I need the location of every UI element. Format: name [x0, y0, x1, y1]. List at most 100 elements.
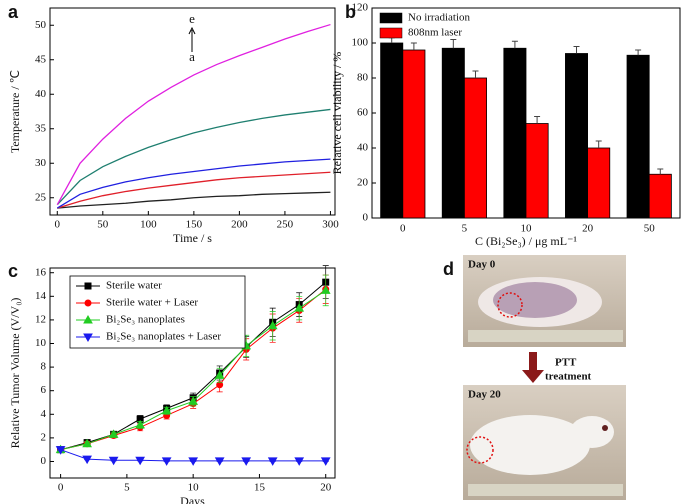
error-bar [388, 37, 395, 43]
panel-label: c [8, 261, 18, 281]
panel-label: a [8, 2, 19, 22]
error-bar [511, 40, 518, 49]
x-axis-label: Time / s [173, 231, 212, 245]
marker [294, 457, 305, 466]
y-tick-label: 0 [363, 212, 369, 224]
y-tick-label: 80 [357, 72, 369, 84]
marker [83, 314, 93, 324]
marker [84, 282, 92, 290]
y-tick-label: 120 [352, 2, 369, 14]
error-bar [595, 140, 602, 148]
arrow-label: treatment [545, 371, 592, 383]
marker [161, 405, 172, 415]
annotation-arrow [188, 26, 196, 52]
y-tick-label: 25 [35, 191, 47, 203]
y-tick-label: 40 [357, 142, 369, 154]
bar [380, 42, 404, 219]
x-tick-label: 10 [188, 482, 200, 494]
marker [82, 438, 92, 448]
x-axis-label: C (Bi₂Se₃) / μg mL⁻¹ [475, 234, 577, 248]
y-axis-label: Relative Tumor Volume (V/V₀) [8, 298, 22, 449]
plot-frame [49, 267, 336, 479]
annotation: e [189, 11, 195, 26]
y-tick-label: 30 [35, 157, 47, 169]
legend-label: Bi₂Se₃ nanoplates [106, 314, 185, 326]
marker [108, 429, 119, 438]
x-tick-label: 100 [140, 219, 157, 231]
photo-day20 [463, 385, 626, 500]
x-tick-label: 200 [231, 219, 248, 231]
marker [188, 457, 199, 466]
x-axis-label: Days [180, 494, 205, 504]
marker [108, 456, 119, 466]
photo-label: Day 0 [468, 259, 496, 271]
photo-day0 [463, 255, 626, 347]
y-tick-label: 35 [35, 122, 47, 134]
legend-label: Sterile water + Laser [106, 297, 198, 309]
x-tick-label: 0 [55, 219, 61, 231]
series-line [57, 171, 331, 209]
error-bar [534, 116, 541, 124]
series-line [56, 23, 331, 205]
x-tick-label: 15 [254, 482, 266, 494]
bar [402, 49, 426, 219]
series-line [56, 158, 331, 209]
y-tick-label: 8 [41, 361, 47, 373]
y-tick-label: 20 [357, 177, 369, 189]
legend-label: 808nm laser [408, 27, 462, 39]
legend-label: Sterile water [106, 280, 162, 292]
y-tick-label: 14 [35, 290, 47, 302]
error-bar [657, 168, 664, 175]
series-line [57, 191, 331, 209]
bar [441, 47, 465, 219]
x-tick-label: 20 [582, 223, 594, 235]
x-tick-label: 20 [320, 482, 332, 494]
y-tick-label: 12 [35, 313, 46, 325]
marker [241, 457, 252, 466]
y-tick-label: 60 [357, 107, 369, 119]
bar [587, 147, 611, 219]
error-bar [450, 39, 457, 49]
y-tick-label: 100 [352, 37, 369, 49]
x-tick-label: 0 [58, 482, 64, 494]
y-tick-label: 50 [35, 19, 47, 31]
y-tick-label: 4 [41, 408, 47, 420]
x-tick-label: 5 [124, 482, 130, 494]
x-tick-label: 50 [644, 223, 656, 235]
marker [82, 455, 92, 465]
annotation: a [189, 49, 195, 64]
bar [626, 54, 650, 219]
error-bar [410, 42, 417, 50]
error-bar [472, 70, 479, 78]
legend-swatch [379, 27, 403, 39]
legend-label: No irradiation [408, 12, 471, 24]
y-tick-label: 40 [35, 88, 47, 100]
marker [320, 457, 331, 466]
x-tick-label: 5 [462, 223, 468, 235]
legend-box [69, 275, 246, 349]
y-tick-label: 10 [35, 337, 47, 349]
x-tick-label: 10 [521, 223, 533, 235]
marker [320, 285, 331, 294]
x-tick-label: 50 [97, 219, 109, 231]
panel-label: d [443, 259, 454, 279]
marker [214, 457, 225, 466]
bar [503, 47, 527, 219]
plot-frame [49, 7, 336, 216]
marker [294, 303, 305, 312]
x-tick-label: 150 [186, 219, 203, 231]
marker [135, 419, 146, 429]
y-axis-label: Relative cell viability / % [330, 52, 344, 175]
bar [463, 77, 487, 219]
error-bar [573, 46, 580, 54]
legend-label: Bi₂Se₃ nanoplates + Laser [106, 331, 221, 343]
marker [135, 456, 146, 466]
y-tick-label: 45 [35, 53, 47, 65]
arrow-label: PTT [555, 357, 577, 369]
marker [267, 320, 278, 330]
treatment-arrow [522, 352, 544, 383]
legend-swatch [379, 12, 403, 24]
marker [84, 299, 92, 307]
marker [214, 370, 225, 379]
